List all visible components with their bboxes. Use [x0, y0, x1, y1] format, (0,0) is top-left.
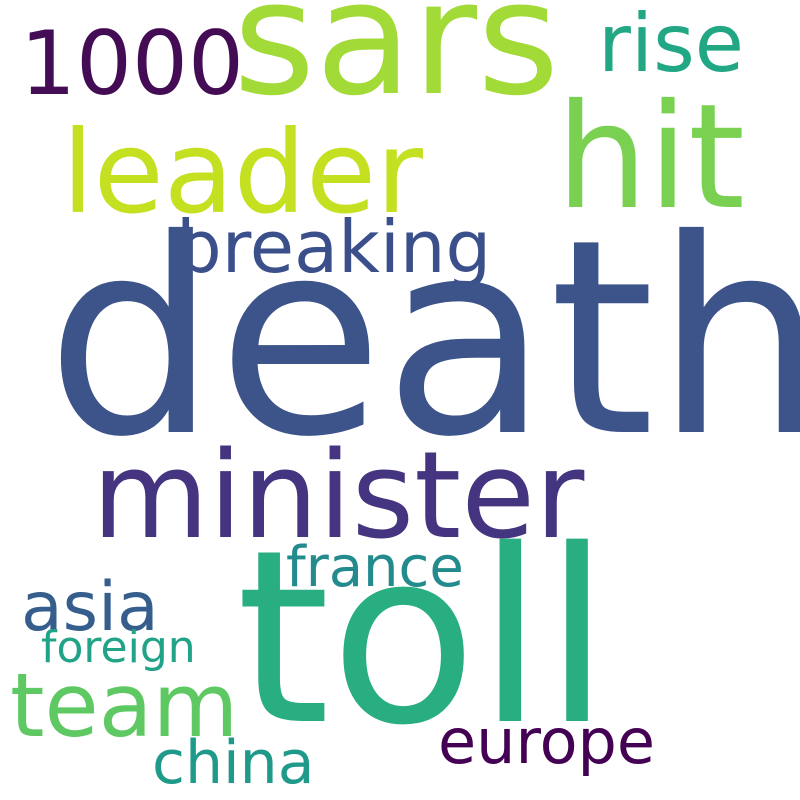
word-1000: 1000: [20, 12, 244, 115]
word-toll: toll: [236, 498, 611, 778]
word-foreign: foreign: [41, 622, 196, 673]
word-france: france: [286, 535, 464, 600]
word-minister: minister: [92, 427, 585, 566]
word-leader: leader: [62, 106, 424, 239]
word-hit: hit: [556, 73, 746, 242]
word-team: team: [10, 654, 239, 757]
word-breaking: breaking: [176, 205, 492, 289]
word-europe: europe: [438, 705, 655, 778]
word-rise: rise: [598, 0, 745, 90]
word-sars: sars: [233, 0, 560, 131]
word-china: china: [152, 728, 315, 798]
word-asia: asia: [21, 568, 159, 647]
word-death: death: [46, 181, 800, 496]
